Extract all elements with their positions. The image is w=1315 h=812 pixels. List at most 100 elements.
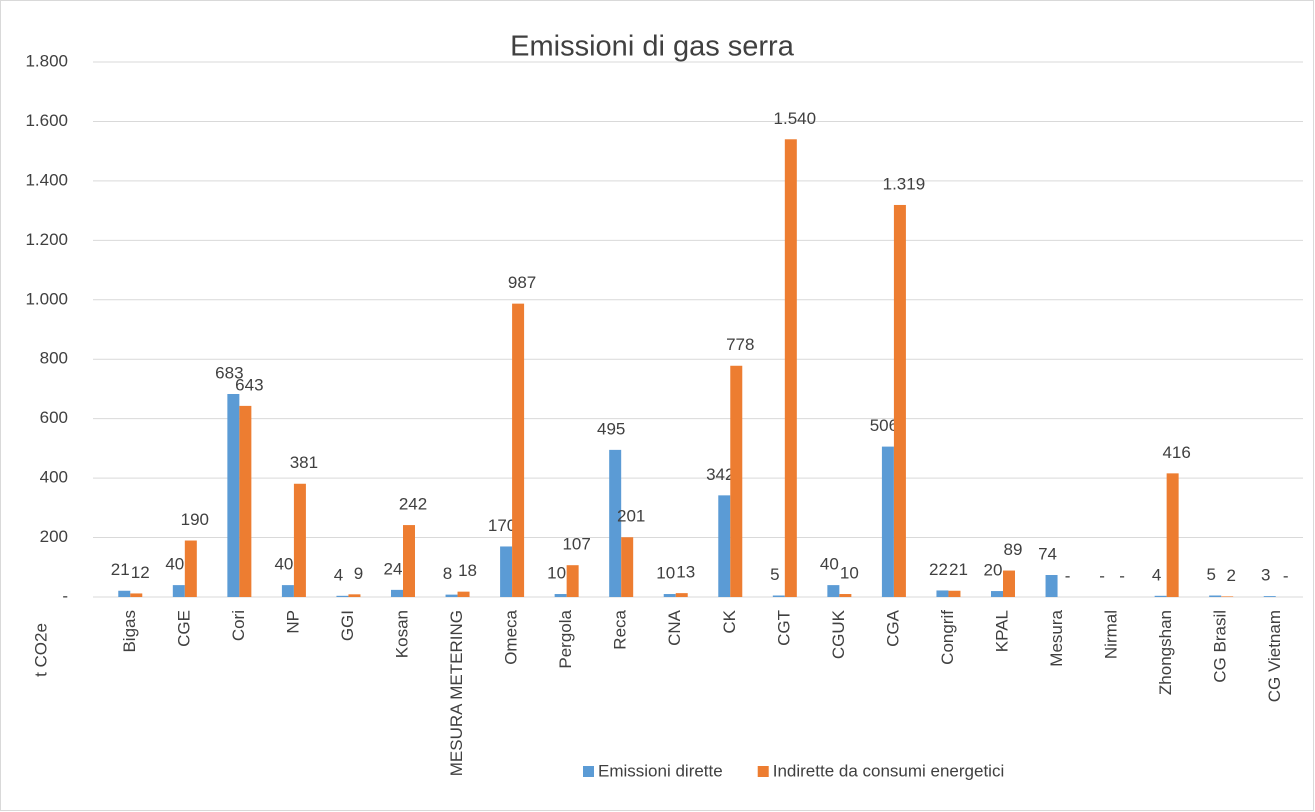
x-tick-label: NP xyxy=(283,610,302,634)
value-label: 74 xyxy=(1038,544,1057,563)
x-tick-label: Reca xyxy=(611,609,630,649)
x-tick-label: CGT xyxy=(774,610,793,646)
x-tick-label: CG Brasil xyxy=(1211,610,1230,683)
value-label: - xyxy=(1099,566,1105,585)
value-label: 13 xyxy=(676,563,695,582)
bar xyxy=(293,483,306,597)
bar xyxy=(663,594,676,597)
value-label: 778 xyxy=(726,335,754,354)
value-label: 170 xyxy=(488,516,516,535)
value-label: 201 xyxy=(617,507,645,526)
bar xyxy=(621,537,634,597)
y-tick-label: - xyxy=(62,586,68,605)
bar xyxy=(881,446,894,597)
value-label: 18 xyxy=(458,561,477,580)
x-tick-label: Mesura xyxy=(1047,609,1066,666)
value-label: 1.319 xyxy=(883,174,926,193)
bar xyxy=(227,393,240,597)
bar xyxy=(1166,473,1179,597)
y-tick-label: 1.600 xyxy=(25,111,68,130)
x-tick-label: CG Vietnam xyxy=(1265,610,1284,702)
bar xyxy=(348,594,361,597)
value-label: 342 xyxy=(706,465,734,484)
x-tick-label: Bigas xyxy=(120,610,139,653)
bar xyxy=(336,595,349,597)
bar xyxy=(948,590,961,597)
value-label: 3 xyxy=(1261,566,1270,585)
value-label: 2 xyxy=(1226,566,1235,585)
bar xyxy=(675,593,688,597)
bar xyxy=(609,449,622,597)
value-label: 22 xyxy=(929,560,948,579)
y-tick-label: 1.800 xyxy=(25,51,68,70)
x-tick-label: Cori xyxy=(229,610,248,641)
value-label: 10 xyxy=(656,564,675,583)
y-axis-label: t CO2e xyxy=(31,623,50,677)
bar xyxy=(118,590,131,597)
y-tick-label: 800 xyxy=(40,349,68,368)
x-tick-label: Pergola xyxy=(556,609,575,668)
x-tick-label: Congrif xyxy=(938,610,957,665)
bar xyxy=(457,591,470,597)
value-label: 9 xyxy=(354,564,363,583)
bar xyxy=(130,593,143,597)
bar xyxy=(936,590,949,597)
bar xyxy=(281,585,294,597)
value-label: - xyxy=(1283,566,1289,585)
value-label: 506 xyxy=(870,416,898,435)
value-label: 89 xyxy=(1004,540,1023,559)
value-label: 1.540 xyxy=(774,109,817,128)
value-label: 24 xyxy=(384,559,403,578)
value-label: 40 xyxy=(274,555,293,574)
bar xyxy=(391,589,403,597)
x-tick-label: Nirmal xyxy=(1102,610,1121,659)
bar xyxy=(1045,575,1058,597)
x-tick-label: Kosan xyxy=(392,610,411,658)
bar xyxy=(1154,595,1167,597)
value-label: 4 xyxy=(1152,565,1161,584)
bar xyxy=(1209,595,1222,597)
legend-swatch xyxy=(583,766,594,777)
bar xyxy=(184,540,197,597)
y-tick-label: 1.000 xyxy=(25,289,68,308)
bar xyxy=(893,204,906,598)
bar xyxy=(445,594,458,597)
value-label: - xyxy=(1065,566,1071,585)
value-label: 683 xyxy=(215,363,243,382)
y-tick-label: 1.400 xyxy=(25,170,68,189)
bar xyxy=(1221,596,1234,597)
value-label: 643 xyxy=(235,375,263,394)
bar xyxy=(1003,570,1015,597)
legend-swatch xyxy=(757,766,769,777)
y-tick-label: 200 xyxy=(40,527,68,546)
bar xyxy=(772,595,785,597)
value-label: 495 xyxy=(597,419,625,438)
bar xyxy=(403,525,415,597)
x-tick-label: GGI xyxy=(338,610,357,641)
value-label: 21 xyxy=(949,560,968,579)
x-tick-label: CGA xyxy=(883,609,902,647)
y-tick-label: 400 xyxy=(40,468,68,487)
bar xyxy=(239,405,252,597)
value-label: 5 xyxy=(1206,565,1215,584)
x-tick-label: KPAL xyxy=(992,610,1011,652)
bar xyxy=(784,139,797,597)
value-label: 416 xyxy=(1162,443,1190,462)
value-label: 107 xyxy=(562,535,590,554)
legend-label: Emissioni dirette xyxy=(598,761,723,780)
x-tick-label: MESURA METERING xyxy=(447,610,466,776)
legend-label: Indirette da consumi energetici xyxy=(773,761,1005,780)
x-tick-label: CNA xyxy=(665,609,684,646)
value-label: 10 xyxy=(547,564,566,583)
value-label: 40 xyxy=(165,555,184,574)
value-label: 12 xyxy=(131,563,150,582)
value-label: - xyxy=(1119,566,1125,585)
chart-title: Emissioni di gas serra xyxy=(510,31,795,63)
value-label: 987 xyxy=(508,273,536,292)
y-tick-label: 1.200 xyxy=(25,230,68,249)
x-tick-label: CK xyxy=(720,609,739,633)
bar xyxy=(991,591,1003,597)
value-label: 8 xyxy=(443,564,452,583)
